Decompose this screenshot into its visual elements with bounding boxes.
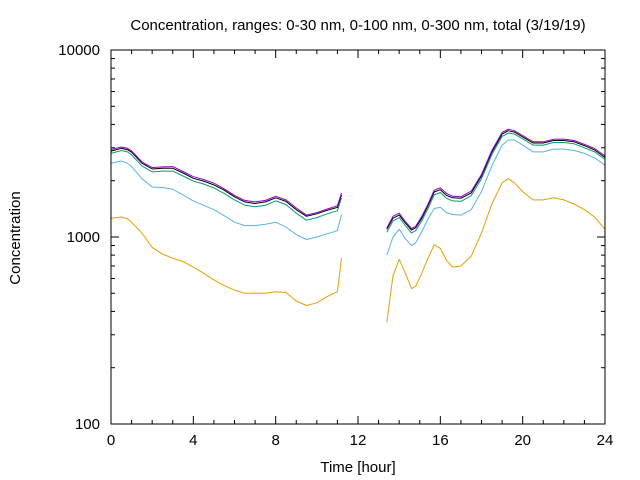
series-line-1 [110, 216, 342, 306]
x-axis-label: Time [hour] [320, 459, 395, 476]
series-line-2 [386, 139, 606, 256]
series-line-5 [110, 146, 342, 216]
x-tick-label: 12 [350, 432, 367, 449]
x-tick-label: 20 [514, 432, 531, 449]
series-line-4 [110, 147, 342, 217]
axis-tick-labels: 0 4 8 12 16 20 24 100 1000 10000 [58, 42, 613, 449]
series-line-4 [386, 130, 606, 231]
chart-title: Concentration, ranges: 0-30 nm, 0-100 nm… [130, 17, 585, 34]
y-tick-label: 10000 [58, 42, 100, 59]
series-line-2 [110, 160, 342, 240]
series-line-1 [386, 178, 606, 323]
x-tick-label: 24 [597, 432, 614, 449]
series-line-5 [386, 128, 606, 229]
y-tick-label: 100 [75, 416, 100, 433]
series-line-3 [386, 132, 606, 234]
x-tick-label: 16 [432, 432, 449, 449]
series-line-3 [110, 150, 342, 221]
x-tick-label: 0 [107, 432, 115, 449]
x-tick-label: 4 [189, 432, 197, 449]
y-axis-label: Concentration [7, 191, 24, 284]
plot-frame [110, 49, 606, 425]
x-tick-label: 8 [271, 432, 279, 449]
axis-ticks [110, 49, 606, 425]
y-tick-label: 1000 [67, 229, 100, 246]
series-layer [110, 128, 606, 323]
